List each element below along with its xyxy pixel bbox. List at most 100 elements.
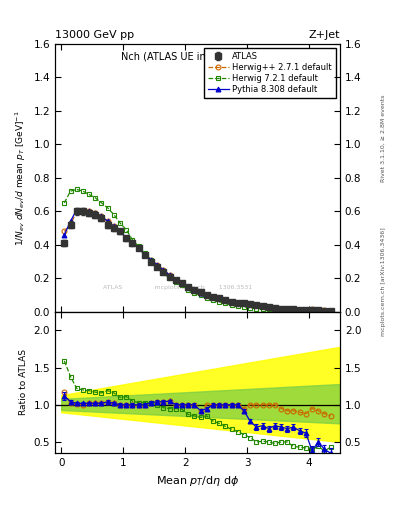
Herwig++ 2.7.1 default: [248, 301, 252, 307]
Herwig 7.2.1 default: [322, 308, 327, 314]
Pythia 8.308 default: [254, 302, 259, 308]
Herwig 7.2.1 default: [149, 257, 153, 263]
Herwig++ 2.7.1 default: [155, 262, 160, 268]
Text: 13000 GeV pp: 13000 GeV pp: [55, 30, 134, 40]
Pythia 8.308 default: [316, 307, 321, 313]
Herwig 7.2.1 default: [68, 188, 73, 194]
Y-axis label: Ratio to ATLAS: Ratio to ATLAS: [19, 350, 28, 416]
Herwig 7.2.1 default: [161, 270, 166, 276]
Herwig 7.2.1 default: [118, 220, 122, 226]
Pythia 8.308 default: [322, 308, 327, 314]
Pythia 8.308 default: [87, 208, 92, 215]
Herwig++ 2.7.1 default: [68, 222, 73, 228]
Pythia 8.308 default: [68, 218, 73, 224]
Pythia 8.308 default: [149, 257, 153, 263]
Herwig++ 2.7.1 default: [81, 208, 85, 215]
Herwig 7.2.1 default: [130, 237, 135, 243]
Pythia 8.308 default: [155, 262, 160, 268]
Pythia 8.308 default: [310, 307, 314, 313]
Herwig 7.2.1 default: [316, 308, 321, 314]
Herwig 7.2.1 default: [211, 297, 215, 303]
Herwig++ 2.7.1 default: [112, 223, 116, 229]
Pythia 8.308 default: [198, 290, 203, 296]
Text: mcplots.cern.ch [arXiv:1306.3436]: mcplots.cern.ch [arXiv:1306.3436]: [381, 227, 386, 336]
Herwig++ 2.7.1 default: [316, 307, 321, 313]
Pythia 8.308 default: [112, 223, 116, 229]
Pythia 8.308 default: [81, 206, 85, 212]
Herwig 7.2.1 default: [136, 243, 141, 249]
Herwig 7.2.1 default: [310, 308, 314, 314]
Herwig 7.2.1 default: [186, 287, 191, 293]
Pythia 8.308 default: [328, 308, 333, 314]
Legend: ATLAS, Herwig++ 2.7.1 default, Herwig 7.2.1 default, Pythia 8.308 default: ATLAS, Herwig++ 2.7.1 default, Herwig 7.…: [204, 48, 336, 98]
Herwig++ 2.7.1 default: [211, 294, 215, 300]
Pythia 8.308 default: [303, 307, 308, 313]
Pythia 8.308 default: [211, 294, 215, 300]
Herwig 7.2.1 default: [291, 308, 296, 314]
Pythia 8.308 default: [291, 306, 296, 312]
Herwig 7.2.1 default: [303, 308, 308, 314]
Herwig 7.2.1 default: [173, 279, 178, 285]
Herwig 7.2.1 default: [74, 186, 79, 193]
Herwig++ 2.7.1 default: [266, 304, 271, 310]
Herwig++ 2.7.1 default: [229, 298, 234, 305]
Pythia 8.308 default: [180, 280, 184, 286]
Herwig++ 2.7.1 default: [285, 306, 290, 312]
Herwig++ 2.7.1 default: [223, 297, 228, 303]
Herwig 7.2.1 default: [112, 211, 116, 218]
Text: ATLAS                mcplots.cern.ch       1306.3531: ATLAS mcplots.cern.ch 1306.3531: [103, 285, 252, 290]
Herwig++ 2.7.1 default: [310, 306, 314, 312]
Text: Nch (ATLAS UE in Z production): Nch (ATLAS UE in Z production): [121, 52, 274, 61]
Herwig 7.2.1 default: [87, 191, 92, 198]
Herwig 7.2.1 default: [81, 188, 85, 194]
Pythia 8.308 default: [285, 306, 290, 312]
Herwig 7.2.1 default: [167, 275, 172, 282]
Herwig++ 2.7.1 default: [167, 272, 172, 278]
Herwig++ 2.7.1 default: [149, 257, 153, 263]
Herwig++ 2.7.1 default: [235, 300, 240, 306]
Herwig++ 2.7.1 default: [186, 284, 191, 290]
Herwig++ 2.7.1 default: [279, 306, 283, 312]
Pythia 8.308 default: [242, 301, 246, 307]
Herwig++ 2.7.1 default: [260, 303, 265, 309]
Herwig++ 2.7.1 default: [124, 235, 129, 241]
Pythia 8.308 default: [273, 305, 277, 311]
Herwig 7.2.1 default: [93, 195, 97, 201]
Pythia 8.308 default: [136, 245, 141, 251]
Pythia 8.308 default: [118, 228, 122, 234]
Pythia 8.308 default: [223, 297, 228, 303]
Pythia 8.308 default: [143, 252, 147, 258]
Herwig 7.2.1 default: [235, 303, 240, 309]
Herwig++ 2.7.1 default: [62, 228, 67, 234]
Herwig 7.2.1 default: [285, 307, 290, 313]
Herwig++ 2.7.1 default: [105, 218, 110, 224]
Herwig++ 2.7.1 default: [161, 267, 166, 273]
Herwig 7.2.1 default: [273, 307, 277, 313]
Herwig++ 2.7.1 default: [130, 240, 135, 246]
Herwig++ 2.7.1 default: [204, 292, 209, 298]
Herwig++ 2.7.1 default: [87, 208, 92, 215]
Pythia 8.308 default: [279, 306, 283, 312]
Pythia 8.308 default: [74, 206, 79, 212]
Herwig 7.2.1 default: [229, 302, 234, 308]
Herwig 7.2.1 default: [192, 290, 197, 296]
Herwig++ 2.7.1 default: [328, 308, 333, 314]
Pythia 8.308 default: [93, 210, 97, 216]
Herwig 7.2.1 default: [217, 298, 222, 305]
Herwig 7.2.1 default: [254, 306, 259, 312]
Pythia 8.308 default: [229, 298, 234, 305]
Pythia 8.308 default: [248, 301, 252, 307]
Herwig++ 2.7.1 default: [291, 306, 296, 312]
Herwig++ 2.7.1 default: [180, 280, 184, 286]
Pythia 8.308 default: [298, 307, 302, 313]
Herwig 7.2.1 default: [204, 294, 209, 301]
Y-axis label: $1/N_{ev}$ $dN_{ev}/d$ mean $p_T$ [GeV]$^{-1}$: $1/N_{ev}$ $dN_{ev}/d$ mean $p_T$ [GeV]$…: [14, 110, 28, 246]
Pythia 8.308 default: [204, 292, 209, 298]
Herwig 7.2.1 default: [143, 250, 147, 256]
Herwig 7.2.1 default: [242, 304, 246, 310]
Herwig++ 2.7.1 default: [217, 295, 222, 302]
Herwig++ 2.7.1 default: [143, 252, 147, 258]
Herwig++ 2.7.1 default: [242, 301, 246, 307]
Pythia 8.308 default: [105, 218, 110, 224]
Herwig++ 2.7.1 default: [254, 302, 259, 308]
